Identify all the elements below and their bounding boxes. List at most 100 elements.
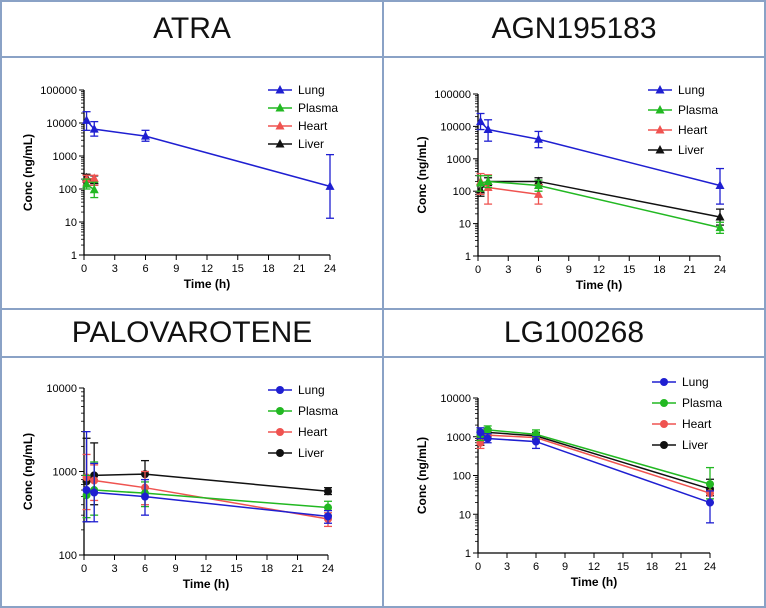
x-tick-label: 18 bbox=[646, 561, 658, 573]
series-lung bbox=[82, 111, 335, 219]
x-tick-label: 3 bbox=[111, 563, 117, 575]
legend-label: Liver bbox=[298, 446, 324, 460]
data-point bbox=[82, 179, 92, 188]
x-tick-label: 15 bbox=[232, 263, 244, 275]
data-point bbox=[715, 180, 725, 189]
x-tick-label: 18 bbox=[261, 563, 273, 575]
legend-item-liver: Liver bbox=[268, 137, 324, 151]
y-tick-label: 1000 bbox=[53, 151, 77, 163]
y-tick-label: 10000 bbox=[440, 393, 471, 405]
legend-marker bbox=[275, 85, 285, 94]
series-line bbox=[479, 121, 721, 187]
chart-palo: 100 1000 10000 0 3 6 9 12 15 18 21 24 Time (h) Conc (… bbox=[21, 383, 338, 591]
y-tick-label: 100000 bbox=[40, 85, 77, 97]
x-tick-label: 0 bbox=[81, 263, 87, 275]
legend-item-lung: Lung bbox=[268, 83, 325, 97]
x-tick-label: 0 bbox=[475, 264, 481, 276]
legend-label: Heart bbox=[298, 119, 328, 133]
series-lung bbox=[476, 427, 714, 524]
data-point bbox=[534, 189, 543, 198]
y-tick-label: 1000 bbox=[53, 467, 77, 479]
y-tick-label: 100 bbox=[59, 550, 77, 562]
x-axis-label: Time (h) bbox=[576, 278, 622, 292]
legend-label: Plasma bbox=[682, 396, 722, 410]
legend-item-liver: Liver bbox=[648, 143, 704, 157]
x-tick-label: 12 bbox=[593, 264, 605, 276]
x-tick-label: 12 bbox=[200, 563, 212, 575]
legend-item-lung: Lung bbox=[648, 83, 705, 97]
series-line bbox=[86, 473, 329, 493]
data-point bbox=[706, 498, 714, 507]
legend-marker bbox=[660, 420, 668, 428]
y-tick-label: 1000 bbox=[447, 432, 471, 444]
series-line bbox=[480, 180, 721, 229]
legend-item-lung: Lung bbox=[652, 375, 709, 389]
legend-item-lung: Lung bbox=[268, 383, 325, 397]
data-point bbox=[141, 131, 150, 140]
legend-item-plasma: Plasma bbox=[652, 396, 722, 410]
x-tick-label: 24 bbox=[324, 263, 336, 275]
x-tick-label: 9 bbox=[562, 561, 568, 573]
y-tick-label: 1000 bbox=[447, 154, 471, 166]
y-tick-label: 10000 bbox=[46, 383, 77, 395]
legend-marker bbox=[275, 139, 285, 148]
y-tick-label: 10000 bbox=[46, 118, 77, 130]
chart-lg: 1 10 100 1000 10000 0 3 6 9 12 15 18 21 24 Time (h) Con… bbox=[415, 375, 722, 589]
series-plasma bbox=[476, 175, 725, 235]
legend-label: Lung bbox=[298, 83, 325, 97]
y-tick-label: 100 bbox=[453, 471, 471, 483]
x-tick-label: 3 bbox=[505, 264, 511, 276]
x-tick-label: 9 bbox=[173, 263, 179, 275]
x-tick-label: 21 bbox=[291, 563, 303, 575]
legend-marker bbox=[275, 121, 285, 130]
x-tick-label: 15 bbox=[230, 563, 242, 575]
legend-item-heart: Heart bbox=[268, 119, 328, 133]
series-lung bbox=[82, 431, 332, 524]
legend-label: Heart bbox=[678, 123, 708, 137]
legend-item-plasma: Plasma bbox=[648, 103, 718, 117]
series-line bbox=[479, 431, 711, 504]
y-tick-label: 10 bbox=[459, 219, 471, 231]
x-tick-label: 0 bbox=[475, 561, 481, 573]
y-tick-label: 1 bbox=[465, 548, 471, 560]
series-liver bbox=[82, 437, 332, 523]
series-heart bbox=[82, 453, 332, 528]
legend-marker bbox=[276, 386, 284, 394]
legend-label: Lung bbox=[678, 83, 705, 97]
y-tick-label: 100 bbox=[453, 186, 471, 198]
legend-item-liver: Liver bbox=[652, 438, 708, 452]
x-axis-label: Time (h) bbox=[183, 577, 229, 591]
data-point bbox=[324, 487, 332, 496]
legend-marker bbox=[660, 441, 668, 449]
legend-label: Lung bbox=[682, 375, 709, 389]
data-point bbox=[476, 116, 486, 126]
x-tick-label: 21 bbox=[293, 263, 305, 275]
data-point bbox=[706, 480, 714, 489]
legend-item-plasma: Plasma bbox=[268, 101, 338, 115]
x-tick-label: 21 bbox=[675, 561, 687, 573]
y-tick-label: 1 bbox=[465, 251, 471, 263]
y-tick-label: 1 bbox=[71, 250, 77, 262]
legend-marker bbox=[660, 378, 668, 386]
data-point bbox=[715, 211, 725, 221]
legend-label: Lung bbox=[298, 383, 325, 397]
y-axis-label: Conc (ng/mL) bbox=[21, 433, 35, 510]
series-line bbox=[86, 489, 329, 518]
x-axis-label: Time (h) bbox=[571, 575, 617, 589]
legend-label: Plasma bbox=[298, 404, 338, 418]
x-tick-label: 15 bbox=[623, 264, 635, 276]
x-tick-label: 3 bbox=[112, 263, 118, 275]
x-tick-label: 12 bbox=[588, 561, 600, 573]
legend-label: Heart bbox=[298, 425, 328, 439]
legend-label: Liver bbox=[678, 143, 704, 157]
legend-item-liver: Liver bbox=[268, 446, 324, 460]
data-point bbox=[89, 184, 99, 194]
legend-marker bbox=[276, 407, 284, 415]
data-point bbox=[534, 134, 543, 143]
legend-marker bbox=[275, 103, 285, 112]
x-axis-label: Time (h) bbox=[184, 277, 230, 291]
x-tick-label: 0 bbox=[81, 563, 87, 575]
panel-title-agn195183: AGN195183 bbox=[382, 0, 766, 58]
x-tick-label: 6 bbox=[142, 563, 148, 575]
legend-marker bbox=[655, 105, 665, 114]
